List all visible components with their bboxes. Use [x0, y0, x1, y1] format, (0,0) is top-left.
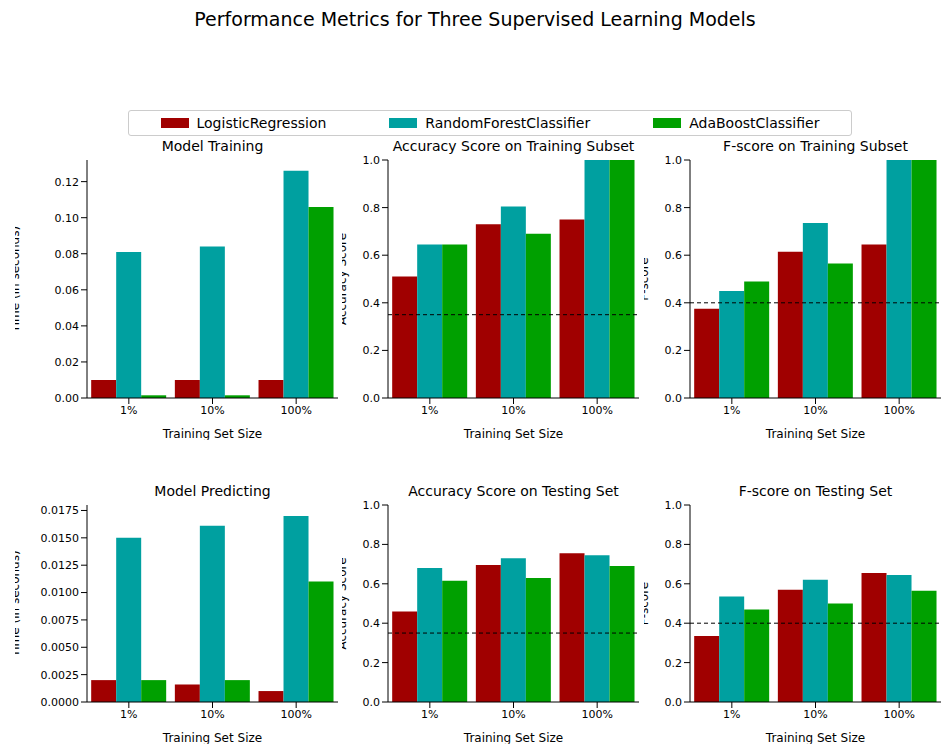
svg-text:F-score: F-score — [644, 257, 651, 300]
svg-text:0.12: 0.12 — [55, 176, 80, 189]
svg-text:10%: 10% — [200, 708, 224, 721]
svg-text:0.0125: 0.0125 — [41, 559, 80, 572]
svg-text:0.2: 0.2 — [665, 657, 683, 670]
html-text:LogisticRegression: LogisticRegression — [196, 115, 327, 131]
svg-text:10%: 10% — [200, 404, 224, 417]
svg-text:0.4: 0.4 — [665, 617, 683, 630]
svg-text:1%: 1% — [120, 708, 137, 721]
svg-text:10%: 10% — [501, 404, 525, 417]
svg-text:0.2: 0.2 — [363, 344, 381, 357]
svg-text:0.4: 0.4 — [363, 297, 381, 310]
svg-text:F-score: F-score — [644, 582, 651, 625]
svg-text:0.0075: 0.0075 — [41, 614, 80, 627]
svg-text:0.6: 0.6 — [665, 578, 683, 591]
svg-text:100%: 100% — [581, 404, 612, 417]
svg-text:0.0050: 0.0050 — [41, 641, 80, 654]
svg-text:0.8: 0.8 — [665, 202, 683, 215]
svg-text:0.6: 0.6 — [363, 578, 381, 591]
svg-text:Training Set Size: Training Set Size — [162, 427, 262, 440]
svg-text:0.0: 0.0 — [363, 392, 381, 405]
svg-text:10%: 10% — [501, 708, 525, 721]
svg-text:100%: 100% — [883, 708, 914, 721]
svg-text:0.8: 0.8 — [363, 538, 381, 551]
svg-text:Training Set Size: Training Set Size — [765, 427, 865, 440]
svg-text:0.06: 0.06 — [55, 284, 80, 297]
svg-text:Training Set Size: Training Set Size — [162, 731, 262, 744]
svg-text:0.10: 0.10 — [55, 212, 80, 225]
svg-text:0.2: 0.2 — [665, 344, 683, 357]
svg-text:0.8: 0.8 — [665, 538, 683, 551]
svg-text:0.0175: 0.0175 — [41, 504, 80, 517]
svg-text:0.6: 0.6 — [363, 249, 381, 262]
svg-text:Time (in seconds): Time (in seconds) — [15, 226, 22, 333]
svg-text:100%: 100% — [280, 404, 311, 417]
html-text:Model Training: Model Training — [161, 138, 264, 154]
svg-text:0.2: 0.2 — [363, 657, 381, 670]
html-text:Performance Metrics for Three: Performance Metrics for Three Supervised… — [194, 8, 756, 30]
html-text:AdaBoostClassifier: AdaBoostClassifier — [689, 115, 820, 131]
svg-text:0.4: 0.4 — [665, 297, 683, 310]
svg-text:0.02: 0.02 — [55, 356, 80, 369]
svg-text:10%: 10% — [803, 708, 827, 721]
svg-text:100%: 100% — [581, 708, 612, 721]
svg-text:Training Set Size: Training Set Size — [765, 731, 865, 744]
svg-text:1%: 1% — [421, 404, 438, 417]
svg-text:0.0150: 0.0150 — [41, 532, 80, 545]
svg-text:0.4: 0.4 — [363, 617, 381, 630]
svg-text:1.0: 1.0 — [363, 155, 381, 167]
svg-text:0.0000: 0.0000 — [41, 696, 80, 709]
svg-text:Training Set Size: Training Set Size — [463, 427, 563, 440]
svg-text:1.0: 1.0 — [665, 500, 683, 512]
svg-text:100%: 100% — [280, 708, 311, 721]
svg-text:Training Set Size: Training Set Size — [463, 731, 563, 744]
svg-text:100%: 100% — [883, 404, 914, 417]
svg-text:Accuracy Score: Accuracy Score — [342, 557, 349, 649]
svg-text:0.0: 0.0 — [363, 696, 381, 709]
svg-text:1%: 1% — [120, 404, 137, 417]
html-text:F-score on Training Subset: F-score on Training Subset — [723, 138, 908, 154]
html-text:Accuracy Score on Testing Set: Accuracy Score on Testing Set — [408, 483, 619, 499]
svg-text:Accuracy Score: Accuracy Score — [342, 233, 349, 325]
svg-text:Time (in seconds): Time (in seconds) — [15, 550, 22, 657]
html-text:Accuracy Score on Training Sub: Accuracy Score on Training Subset — [392, 138, 635, 154]
svg-text:1.0: 1.0 — [665, 155, 683, 167]
svg-text:0.6: 0.6 — [665, 249, 683, 262]
svg-text:1%: 1% — [421, 708, 438, 721]
svg-text:1.0: 1.0 — [363, 500, 381, 512]
html-text:RandomForestClassifier: RandomForestClassifier — [425, 115, 591, 131]
svg-text:0.0025: 0.0025 — [41, 669, 80, 682]
svg-text:0.04: 0.04 — [55, 320, 80, 333]
svg-text:0.8: 0.8 — [363, 202, 381, 215]
svg-text:1%: 1% — [723, 708, 740, 721]
svg-text:0.08: 0.08 — [55, 248, 80, 261]
svg-text:0.00: 0.00 — [55, 392, 80, 405]
svg-text:0.0100: 0.0100 — [41, 586, 80, 599]
svg-text:1%: 1% — [723, 404, 740, 417]
html-text:F-score on Testing Set: F-score on Testing Set — [738, 483, 893, 499]
svg-text:10%: 10% — [803, 404, 827, 417]
svg-text:0.0: 0.0 — [665, 696, 683, 709]
html-text:Model Predicting: Model Predicting — [154, 483, 271, 499]
svg-text:0.0: 0.0 — [665, 392, 683, 405]
